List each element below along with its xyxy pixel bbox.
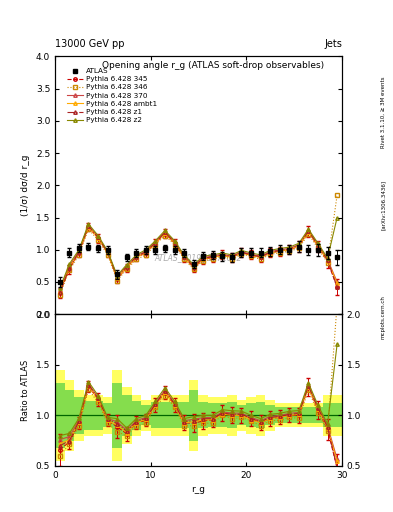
Y-axis label: Ratio to ATLAS: Ratio to ATLAS (21, 359, 30, 421)
Text: [arXiv:1306.3436]: [arXiv:1306.3436] (381, 180, 386, 230)
Title: Opening angle r_g (ATLAS soft-drop observables): Opening angle r_g (ATLAS soft-drop obser… (102, 61, 324, 70)
Text: ATLAS_2019_I1772062: ATLAS_2019_I1772062 (155, 253, 242, 262)
Text: mcplots.cern.ch: mcplots.cern.ch (381, 295, 386, 339)
Y-axis label: (1/σ) dσ/d r_g: (1/σ) dσ/d r_g (21, 155, 30, 216)
Text: 13000 GeV pp: 13000 GeV pp (55, 38, 125, 49)
Text: Jets: Jets (324, 38, 342, 49)
Text: Rivet 3.1.10, ≥ 3M events: Rivet 3.1.10, ≥ 3M events (381, 77, 386, 148)
Legend: ATLAS, Pythia 6.428 345, Pythia 6.428 346, Pythia 6.428 370, Pythia 6.428 ambt1,: ATLAS, Pythia 6.428 345, Pythia 6.428 34… (64, 65, 160, 126)
X-axis label: r_g: r_g (191, 485, 206, 495)
